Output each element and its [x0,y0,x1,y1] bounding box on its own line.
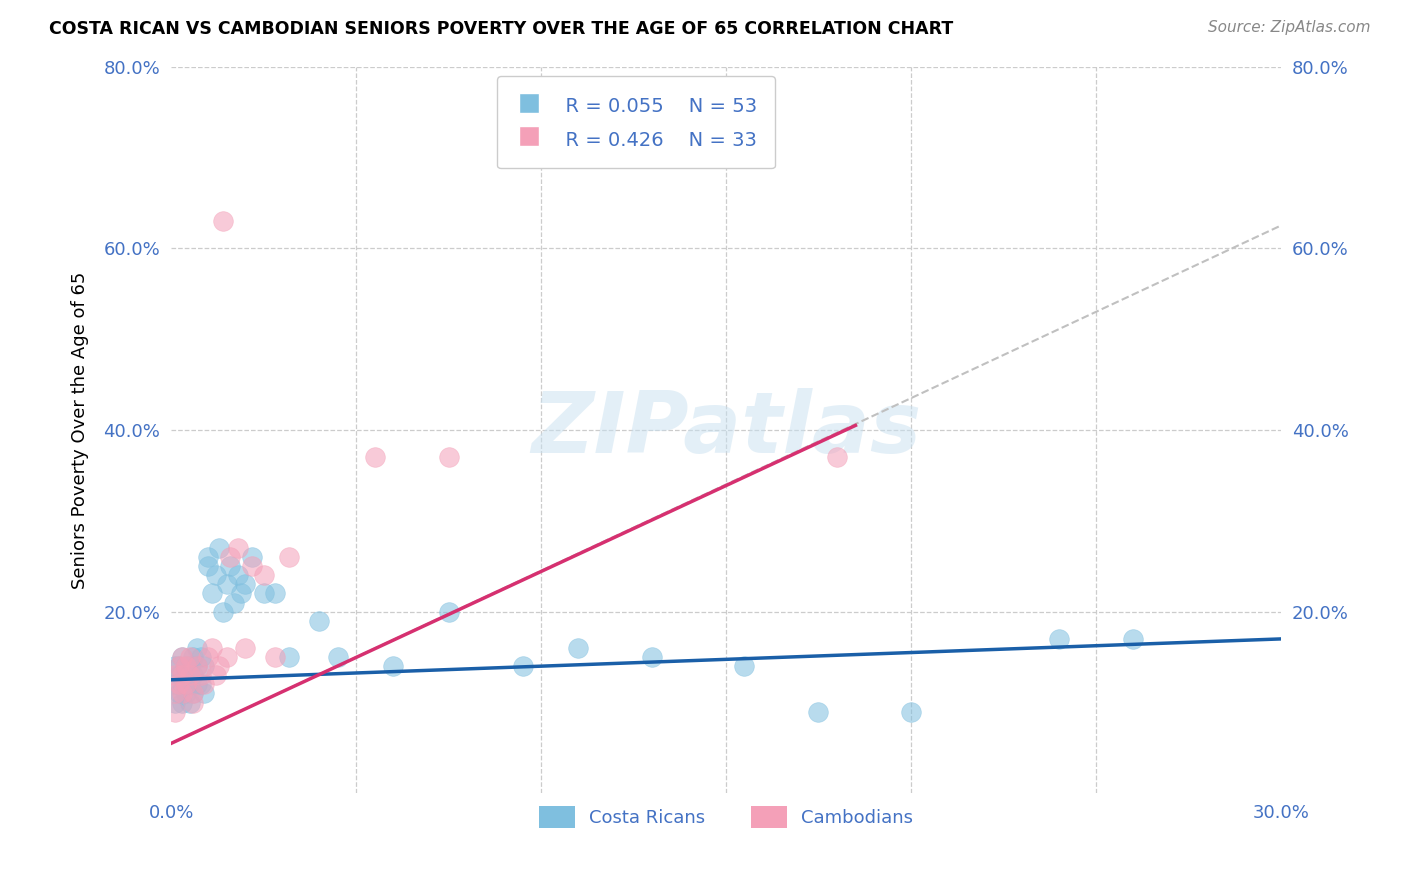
Point [172,668,194,682]
Point [163,705,186,719]
Point [179,659,201,673]
Point [201,640,224,655]
Point [278,550,301,565]
Point [174,686,197,700]
Point [326,650,349,665]
Point [204,668,226,682]
Point [226,568,249,582]
Point [197,559,219,574]
Point [179,677,201,691]
Point [172,650,194,665]
Point [263,586,285,600]
Legend: Costa Ricans, Cambodians: Costa Ricans, Cambodians [531,798,921,835]
Point [186,659,208,673]
Point [208,541,231,555]
Point [197,650,219,665]
Point [233,640,256,655]
Y-axis label: Seniors Poverty Over the Age of 65: Seniors Poverty Over the Age of 65 [72,271,89,589]
Point [186,677,208,691]
Point [179,650,201,665]
Point [233,577,256,591]
Point [219,559,242,574]
Point [172,677,194,691]
Point [167,686,190,700]
Point [193,677,215,691]
Point [167,659,190,673]
Text: COSTA RICAN VS CAMBODIAN SENIORS POVERTY OVER THE AGE OF 65 CORRELATION CHART: COSTA RICAN VS CAMBODIAN SENIORS POVERTY… [49,20,953,37]
Point [190,677,212,691]
Point [179,668,201,682]
Point [204,568,226,582]
Point [219,550,242,565]
Text: Source: ZipAtlas.com: Source: ZipAtlas.com [1208,20,1371,35]
Text: ZIPatlas: ZIPatlas [531,389,921,472]
Point [163,659,186,673]
Point [181,696,204,710]
Point [172,686,194,700]
Point [193,686,215,700]
Point [733,659,755,673]
Point [197,550,219,565]
Point [437,605,460,619]
Point [163,686,186,700]
Point [242,550,264,565]
Point [263,650,285,665]
Point [242,559,264,574]
Point [167,677,190,691]
Point [212,605,235,619]
Point [825,450,848,465]
Point [1122,632,1144,646]
Point [512,659,534,673]
Point [163,677,186,691]
Point [215,650,238,665]
Point [190,668,212,682]
Point [807,705,830,719]
Point [190,650,212,665]
Point [181,650,204,665]
Point [186,640,208,655]
Point [201,586,224,600]
Point [181,686,204,700]
Point [222,596,245,610]
Point [231,586,253,600]
Point [172,696,194,710]
Point [186,659,208,673]
Point [174,677,197,691]
Point [193,659,215,673]
Point [163,668,186,682]
Point [163,696,186,710]
Point [437,450,460,465]
Point [167,668,190,682]
Point [215,577,238,591]
Point [308,614,330,628]
Point [212,214,235,228]
Point [278,650,301,665]
Point [174,659,197,673]
Point [174,659,197,673]
Point [252,586,274,600]
Point [181,668,204,682]
Point [179,696,201,710]
Point [226,541,249,555]
Point [208,659,231,673]
Point [172,650,194,665]
Point [252,568,274,582]
Point [167,659,190,673]
Point [174,668,197,682]
Point [382,659,405,673]
Point [567,640,589,655]
Point [181,686,204,700]
Point [363,450,385,465]
Point [641,650,664,665]
Point [900,705,922,719]
Point [1047,632,1070,646]
